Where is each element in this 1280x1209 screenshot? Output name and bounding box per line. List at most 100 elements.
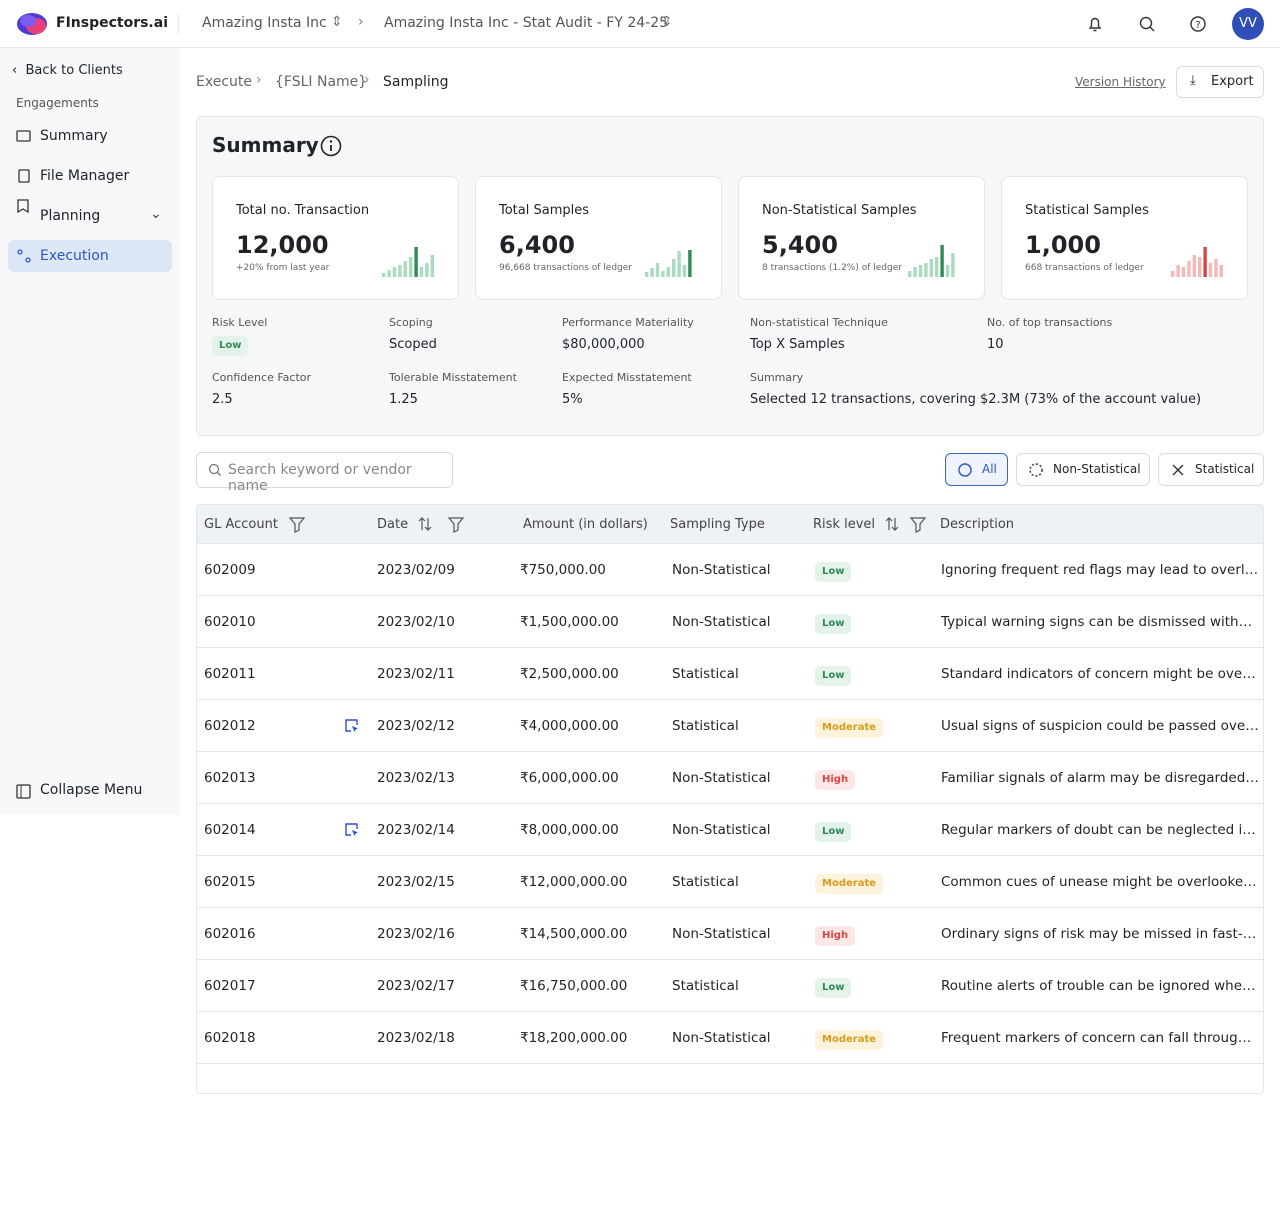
- summary-field: Performance Materiality $80,000,000: [562, 316, 750, 355]
- crumb[interactable]: {FSLI Name}: [275, 74, 368, 90]
- version-history[interactable]: Version History: [1075, 75, 1166, 89]
- brand: FInspectors.ai: [56, 15, 168, 31]
- field-label: Risk Level: [212, 316, 268, 329]
- field-label: Tolerable Misstatement: [389, 371, 517, 384]
- card-note: 96,668 transactions of ledger: [499, 263, 632, 273]
- table-row[interactable]: 602013 2023/02/13 ₹6,000,000.00 Non-Statist…: [197, 752, 1263, 804]
- table-row[interactable]: 602012 2023/02/12 ₹4,000,000.00 Statistical…: [197, 700, 1263, 752]
- column-header: Sampling Type: [670, 517, 765, 532]
- export-label[interactable]: Export: [1211, 74, 1254, 89]
- search-box[interactable]: Search keyword or vendor name: [196, 452, 453, 494]
- gl-account: 602015: [204, 874, 256, 890]
- sparkline: [382, 247, 434, 277]
- filter-all[interactable]: All: [945, 453, 1008, 486]
- risk-badge: Moderate: [815, 1030, 884, 1050]
- field-label: Performance Materiality: [562, 316, 694, 329]
- export-button[interactable]: ⤓ Export: [1176, 66, 1264, 98]
- date: 2023/02/11: [377, 666, 455, 682]
- crumb[interactable]: Execute: [196, 74, 252, 90]
- nav-icons: [16, 130, 31, 263]
- table-row[interactable]: 602011 2023/02/11 ₹2,500,000.00 Statistical…: [197, 648, 1263, 700]
- engagement-select[interactable]: Amazing Insta Inc - Stat Audit - FY 24-2…: [384, 15, 669, 31]
- filter-label[interactable]: All: [982, 462, 997, 476]
- filter-label[interactable]: Non-Statistical: [1053, 462, 1141, 476]
- stat-card: Non-Statistical Samples 5,400 8 transactio…: [738, 176, 985, 300]
- summary-field: No. of top transactions 10: [987, 316, 1252, 355]
- back-text[interactable]: Back to Clients: [25, 63, 123, 78]
- field-value: 5%: [562, 392, 583, 407]
- avatar[interactable]: VV: [1232, 8, 1264, 40]
- client-select[interactable]: Amazing Insta Inc: [202, 15, 327, 31]
- date: 2023/02/13: [377, 770, 455, 786]
- field-label: No. of top transactions: [987, 316, 1113, 329]
- table-row[interactable]: 602010 2023/02/10 ₹1,500,000.00 Non-Statist…: [197, 596, 1263, 648]
- sampling-type: Statistical: [672, 874, 739, 890]
- risk-cell: Low: [815, 648, 852, 700]
- filter-label[interactable]: Statistical: [1195, 462, 1255, 476]
- samples-table: GL Account Date Amount (in dollars) Samp…: [196, 504, 1264, 1094]
- risk-cell: Low: [815, 544, 852, 596]
- date: 2023/02/12: [377, 718, 455, 734]
- amount: ₹750,000.00: [520, 562, 606, 578]
- select-marker[interactable]: [344, 718, 360, 734]
- collapse-menu[interactable]: Collapse Menu: [40, 782, 143, 798]
- gl-account: 602017: [204, 978, 256, 994]
- risk-cell: Moderate: [815, 1012, 884, 1064]
- description: Standard indicators of concern might be …: [941, 666, 1259, 682]
- select-icon: ⇕: [661, 14, 673, 30]
- top-bar: FInspectors.ai Amazing Insta Inc ⇕ › Ama…: [0, 0, 1280, 48]
- field-value: Top X Samples: [750, 337, 845, 352]
- table-row[interactable]: 602018 2023/02/18 ₹18,200,000.00 Non-Statis…: [197, 1012, 1263, 1064]
- nav-item[interactable]: Execution: [8, 240, 172, 272]
- table-row[interactable]: 602016 2023/02/16 ₹14,500,000.00 Non-Statis…: [197, 908, 1263, 960]
- column-header: Amount (in dollars): [523, 517, 648, 532]
- filter-stat[interactable]: Statistical: [1158, 453, 1264, 486]
- sparkline: [645, 250, 692, 277]
- search-icon[interactable]: [1138, 15, 1156, 33]
- risk-badge: Low: [212, 336, 249, 356]
- column-header[interactable]: Risk level: [813, 517, 875, 532]
- back-link[interactable]: ‹ Back to Clients: [12, 63, 123, 78]
- card-note: 668 transactions of ledger: [1025, 263, 1144, 273]
- date: 2023/02/14: [377, 822, 455, 838]
- select-marker[interactable]: [344, 822, 360, 838]
- description: Typical warning signs can be dismissed w…: [941, 614, 1259, 630]
- summary-field: Tolerable Misstatement 1.25: [389, 371, 562, 410]
- table-row[interactable]: 602017 2023/02/17 ₹16,750,000.00 Statistica…: [197, 960, 1263, 1012]
- field-value: Scoped: [389, 337, 437, 352]
- table-row[interactable]: 602014 2023/02/14 ₹8,000,000.00 Non-Statist…: [197, 804, 1263, 856]
- summary-field: Expected Misstatement 5%: [562, 371, 750, 410]
- sampling-type: Statistical: [672, 666, 739, 682]
- nav-item[interactable]: Summary: [40, 128, 108, 144]
- column-header[interactable]: GL Account: [204, 517, 278, 532]
- table-row[interactable]: 602015 2023/02/15 ₹12,000,000.00 Statistica…: [197, 856, 1263, 908]
- summary-field: Non-statistical Technique Top X Samples: [750, 316, 987, 355]
- crumb-current: Sampling: [383, 74, 449, 90]
- gl-account: 602011: [204, 666, 256, 682]
- help[interactable]: ?: [1189, 15, 1207, 33]
- date: 2023/02/09: [377, 562, 455, 578]
- info-icon[interactable]: [320, 135, 342, 157]
- expand-icon: ⌄: [150, 206, 162, 222]
- sampling-type: Statistical: [672, 718, 739, 734]
- separator: ›: [358, 14, 364, 30]
- stat-card: Total no. Transaction 12,000 +20% from las…: [212, 176, 459, 300]
- gl-account: 602016: [204, 926, 256, 942]
- table-header: GL Account Date Amount (in dollars) Samp…: [197, 505, 1263, 544]
- amount: ₹8,000,000.00: [520, 822, 619, 838]
- field-label: Confidence Factor: [212, 371, 312, 384]
- risk-badge: Low: [815, 562, 852, 582]
- filter-nonstat[interactable]: Non-Statistical: [1016, 453, 1150, 486]
- notifications[interactable]: [1086, 15, 1104, 33]
- description: Ignoring frequent red flags may lead to …: [941, 562, 1259, 578]
- nav-item[interactable]: Planning: [40, 208, 101, 224]
- column-header[interactable]: Date: [377, 517, 409, 532]
- amount: ₹4,000,000.00: [520, 718, 619, 734]
- gl-account: 602010: [204, 614, 256, 630]
- risk-badge: Low: [815, 666, 852, 686]
- amount: ₹2,500,000.00: [520, 666, 619, 682]
- nav-item[interactable]: File Manager: [40, 168, 130, 184]
- sampling-type: Non-Statistical: [672, 614, 771, 630]
- table-row[interactable]: 602009 2023/02/09 ₹750,000.00 Non-Statistic…: [197, 544, 1263, 596]
